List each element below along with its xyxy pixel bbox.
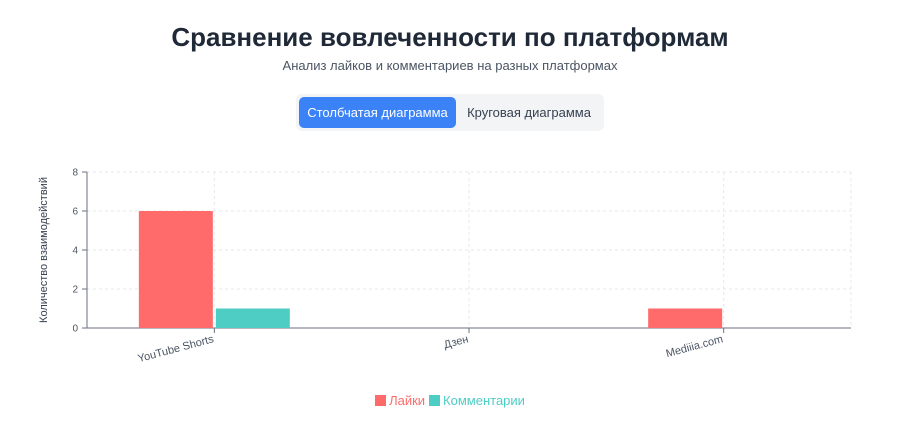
y-tick-label: 6 <box>72 207 78 218</box>
y-tick-label: 0 <box>72 324 78 335</box>
chart-type-toggle: Столбчатая диаграмма Круговая диаграмма <box>296 94 604 131</box>
legend-swatch <box>429 395 441 406</box>
legend-item[interactable]: Комментарии <box>429 393 525 408</box>
legend-label: Комментарии <box>443 393 525 408</box>
chart-legend: Лайки Комментарии <box>0 393 900 409</box>
x-tick-label: YouTube Shorts <box>137 333 216 365</box>
tab-pie-chart[interactable]: Круговая диаграмма <box>467 105 591 120</box>
legend-label: Лайки <box>389 393 426 408</box>
page-title: Сравнение вовлеченности по платформам <box>171 22 729 52</box>
bar <box>138 211 213 328</box>
y-tick-label: 8 <box>72 168 78 179</box>
y-tick-label: 4 <box>72 246 78 257</box>
bar <box>215 308 290 328</box>
x-tick-label: Mediiia.com <box>665 333 725 360</box>
y-axis-label: Количество взаимодействий <box>38 177 50 323</box>
legend-item[interactable]: Лайки <box>375 393 425 408</box>
bar <box>648 308 723 328</box>
tab-bar-chart[interactable]: Столбчатая диаграмма <box>299 97 456 128</box>
legend-swatch <box>375 395 387 406</box>
y-tick-label: 2 <box>72 285 78 296</box>
x-tick-label: Дзен <box>443 333 470 351</box>
page-subtitle: Анализ лайков и комментариев на разных п… <box>282 58 618 73</box>
